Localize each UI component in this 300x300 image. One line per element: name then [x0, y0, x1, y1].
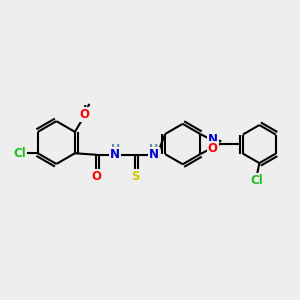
Text: N: N: [149, 148, 159, 161]
Text: Cl: Cl: [13, 147, 26, 160]
Text: O: O: [208, 142, 218, 155]
Text: O: O: [91, 170, 101, 183]
Text: S: S: [131, 170, 139, 183]
Text: N: N: [110, 148, 120, 161]
Text: Cl: Cl: [250, 174, 263, 187]
Text: N: N: [208, 133, 218, 146]
Text: H: H: [111, 144, 120, 154]
Text: methyl: methyl: [84, 101, 89, 103]
Text: O: O: [79, 108, 89, 121]
Text: H: H: [149, 144, 159, 154]
